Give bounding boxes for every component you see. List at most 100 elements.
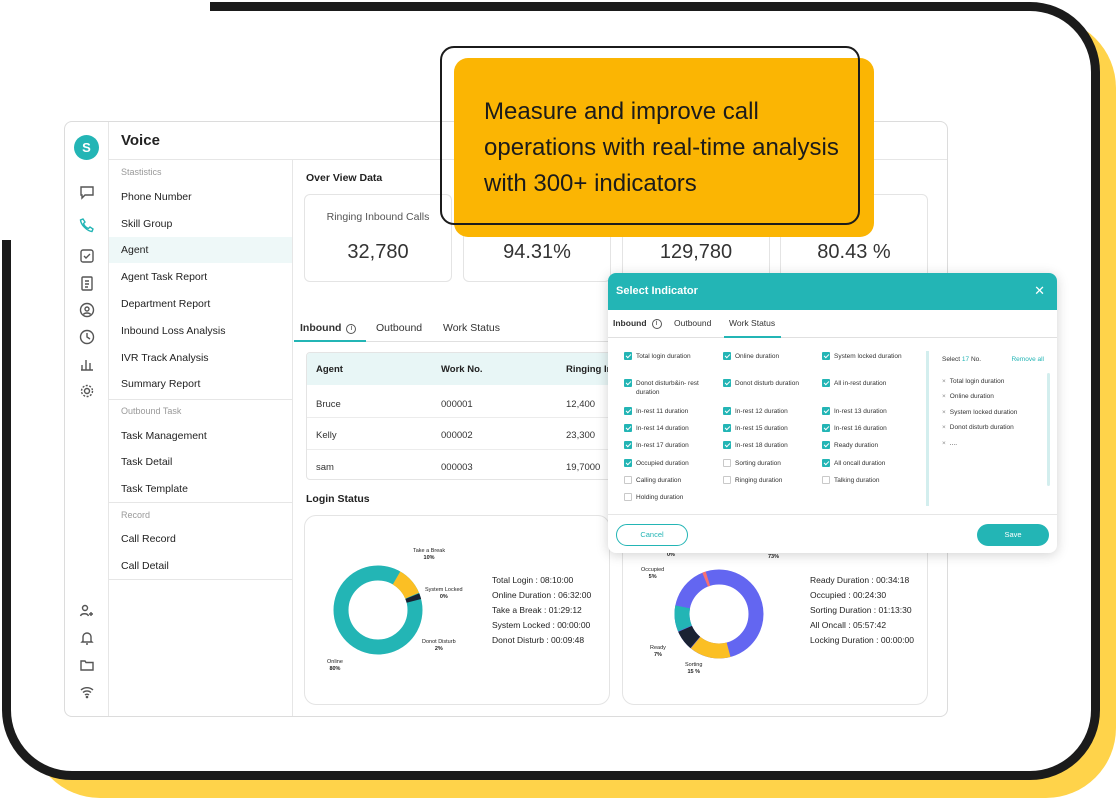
checkbox-icon[interactable] [79, 248, 95, 264]
indicator-checkbox[interactable]: Occupied duration [624, 459, 714, 468]
indicator-checkbox[interactable]: System locked duration [822, 352, 902, 361]
checkbox[interactable] [624, 476, 632, 484]
checkbox[interactable] [822, 441, 830, 449]
login-status-title: Login Status [306, 493, 370, 505]
info-icon[interactable]: i [346, 324, 357, 334]
checkbox[interactable] [624, 407, 632, 415]
tab-inbound[interactable]: Inbound i [300, 322, 357, 334]
sidebar-item-task-management[interactable]: Task Management [121, 430, 207, 442]
dialog-tab-inbound[interactable]: Inbound i [613, 318, 662, 329]
checkbox[interactable] [822, 424, 830, 432]
dialog-tab-outbound[interactable]: Outbound [674, 318, 712, 328]
checkbox[interactable] [723, 476, 731, 484]
indicator-checkbox[interactable]: In-rest 16 duration [822, 424, 912, 433]
checkbox[interactable] [624, 441, 632, 449]
sidebar-item-task-template[interactable]: Task Template [121, 483, 188, 495]
checkbox[interactable] [822, 352, 830, 360]
label-zero: 0% [667, 552, 675, 559]
indicator-checkbox[interactable]: Ready duration [822, 441, 912, 450]
select-prefix: Select [942, 356, 961, 363]
remove-icon[interactable]: × [942, 424, 946, 431]
tab-outbound[interactable]: Outbound [376, 322, 423, 334]
sidebar-item-ivr-track-analysis[interactable]: IVR Track Analysis [121, 352, 209, 364]
sidebar-item-agent-task-report[interactable]: Agent Task Report [121, 271, 208, 283]
checkbox[interactable] [723, 379, 731, 387]
sidebar-item-department-report[interactable]: Department Report [121, 298, 211, 310]
info-icon[interactable]: i [651, 319, 662, 329]
indicator-checkbox[interactable]: Total login duration [624, 352, 714, 361]
indicator-checkbox[interactable]: Donot disturb&in- rest duration [624, 379, 714, 397]
checkbox[interactable] [723, 352, 731, 360]
checkbox[interactable] [624, 459, 632, 467]
indicator-checkbox[interactable]: Donot disturb duration [723, 379, 818, 388]
column-header[interactable]: Ringing In [566, 364, 613, 375]
checkbox[interactable] [822, 407, 830, 415]
indicator-checkbox[interactable]: Talking duration [822, 476, 912, 485]
remove-icon[interactable]: × [942, 378, 946, 385]
remove-all-link[interactable]: Remove all [1011, 356, 1044, 363]
sidebar-item-inbound-loss-analysis[interactable]: Inbound Loss Analysis [121, 325, 226, 337]
checkbox[interactable] [723, 407, 731, 415]
indicator-checkbox[interactable]: Calling duration [624, 476, 714, 485]
checkbox[interactable] [723, 424, 731, 432]
scrollbar[interactable] [1047, 373, 1050, 486]
stat-label: Ringing Inbound Calls [326, 211, 430, 223]
checkbox[interactable] [723, 441, 731, 449]
column-header[interactable]: Work No. [441, 364, 483, 375]
checkbox[interactable] [624, 379, 632, 387]
phone-icon[interactable] [79, 217, 95, 233]
remove-icon[interactable]: × [942, 409, 946, 416]
sidebar-item-call-record[interactable]: Call Record [121, 533, 176, 545]
app-logo[interactable]: S [74, 135, 99, 160]
column-header[interactable]: Agent [316, 364, 343, 375]
stat-value: 80.43 % [817, 241, 891, 263]
clock-icon[interactable] [79, 329, 95, 345]
folder-icon[interactable] [79, 657, 95, 673]
chat-icon[interactable] [79, 184, 95, 200]
indicator-checkbox[interactable]: Ringing duration [723, 476, 813, 485]
save-button[interactable]: Save [977, 524, 1049, 546]
checkbox[interactable] [822, 459, 830, 467]
indicator-checkbox[interactable]: In-rest 14 duration [624, 424, 714, 433]
cancel-button[interactable]: Cancel [616, 524, 688, 546]
indicator-checkbox[interactable]: Holding duration [624, 493, 714, 502]
indicator-checkbox[interactable]: In-rest 17 duration [624, 441, 714, 450]
tab-work-status[interactable]: Work Status [443, 322, 500, 334]
indicator-checkbox[interactable]: All in-rest duration [822, 379, 912, 388]
indicator-checkbox[interactable]: All oncall duration [822, 459, 912, 468]
sidebar-item-call-detail[interactable]: Call Detail [121, 560, 169, 572]
bar-chart-icon[interactable] [79, 356, 95, 372]
indicator-checkbox[interactable]: In-rest 12 duration [723, 407, 813, 416]
gear-icon[interactable] [79, 383, 95, 399]
clipboard-icon[interactable] [79, 275, 95, 291]
indicator-checkbox[interactable]: In-rest 13 duration [822, 407, 912, 416]
dialog-tab-work-status[interactable]: Work Status [729, 318, 776, 328]
label-pct: 10% [423, 555, 435, 561]
label-take-a-break: Take a Break 10% [413, 548, 445, 562]
remove-icon[interactable]: × [942, 393, 946, 400]
close-icon[interactable]: ✕ [1034, 283, 1045, 298]
sidebar-item-agent[interactable]: Agent [109, 237, 292, 263]
user-settings-icon[interactable] [79, 603, 95, 619]
remove-icon[interactable]: × [942, 440, 946, 447]
sidebar-item-phone-number[interactable]: Phone Number [121, 191, 192, 203]
indicator-checkbox[interactable]: Sorting duration [723, 459, 813, 468]
user-circle-icon[interactable] [79, 302, 95, 318]
checkbox[interactable] [723, 459, 731, 467]
sidebar-item-skill-group[interactable]: Skill Group [121, 218, 173, 230]
wifi-icon[interactable] [79, 684, 95, 700]
indicator-checkbox[interactable]: Online duration [723, 352, 813, 361]
checkbox[interactable] [822, 379, 830, 387]
checkbox[interactable] [624, 352, 632, 360]
sidebar-item-task-detail[interactable]: Task Detail [121, 456, 173, 468]
sidebar-item-summary-report[interactable]: Summary Report [121, 378, 201, 390]
indicator-checkbox[interactable]: In-rest 18 duration [723, 441, 813, 450]
checkbox[interactable] [624, 424, 632, 432]
indicator-checkbox[interactable]: In-rest 11 duration [624, 407, 714, 416]
checkbox[interactable] [822, 476, 830, 484]
bell-icon[interactable] [79, 630, 95, 646]
indicator-checkbox[interactable]: In-rest 15 duration [723, 424, 813, 433]
label-name: Donot Disturb [422, 639, 456, 645]
checkbox[interactable] [624, 493, 632, 501]
